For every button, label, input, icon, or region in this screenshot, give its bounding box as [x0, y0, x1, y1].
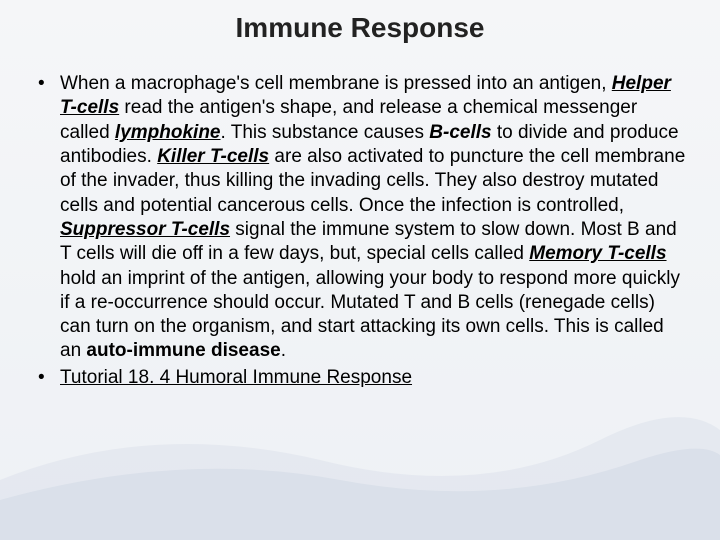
- text-run: Suppressor T-cells: [60, 219, 230, 240]
- tutorial-link-text: Tutorial 18. 4 Humoral Immune Response: [60, 367, 412, 388]
- bullet-link[interactable]: Tutorial 18. 4 Humoral Immune Response: [32, 366, 688, 390]
- text-run: When a macrophage's cell membrane is pre…: [60, 73, 612, 94]
- text-run: Killer T-cells: [157, 146, 269, 167]
- text-run: auto-immune disease: [86, 340, 280, 361]
- slide-content: When a macrophage's cell membrane is pre…: [32, 72, 688, 390]
- bullet-paragraph: When a macrophage's cell membrane is pre…: [32, 72, 688, 364]
- text-run: .: [281, 340, 286, 361]
- text-run: Memory T-cells: [529, 243, 666, 264]
- slide-title: Immune Response: [32, 12, 688, 44]
- text-run: B-cells: [429, 122, 491, 143]
- slide: Immune Response When a macrophage's cell…: [0, 0, 720, 540]
- text-run: . This substance causes: [221, 122, 430, 143]
- bullet-list: When a macrophage's cell membrane is pre…: [32, 72, 688, 390]
- text-run: lymphokine: [115, 122, 221, 143]
